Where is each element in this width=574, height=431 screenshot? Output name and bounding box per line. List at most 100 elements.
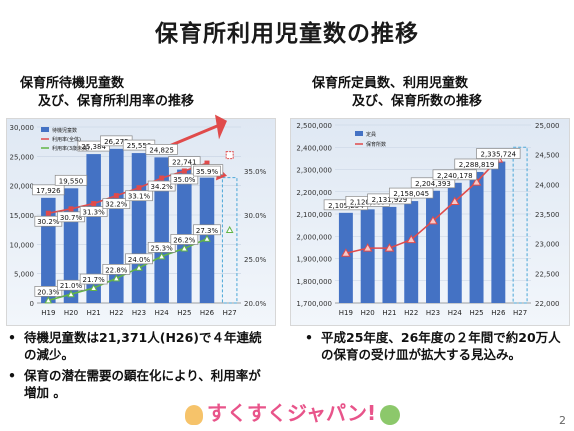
y2-tick-label: 22,500 (535, 270, 560, 278)
data-label: 2,240,178 (437, 172, 473, 180)
projected-bar (512, 146, 528, 304)
line-marker (204, 160, 210, 166)
data-label: 26,275 (104, 138, 129, 146)
data-label-box (432, 169, 477, 181)
data-label: 24,825 (149, 146, 174, 154)
data-label-box (454, 158, 499, 170)
data-label-box (32, 184, 65, 196)
line-marker (91, 201, 97, 207)
data-label-box (168, 156, 201, 167)
line-marker (203, 234, 211, 242)
data-label: 22,741 (172, 159, 197, 167)
bar (469, 171, 484, 303)
data-label: 20.3% (37, 288, 60, 296)
y-tick-label: 5,000 (14, 271, 34, 279)
line-marker (112, 274, 121, 282)
bar (491, 161, 506, 303)
page-title: 保育所利用児童数の推移 (155, 21, 419, 47)
child-mascot-icon (185, 404, 203, 425)
y2-tick-label: 23,000 (535, 241, 560, 249)
y2-tick-label: 20.0% (244, 300, 267, 308)
line-marker (428, 215, 438, 225)
line-marker (180, 244, 189, 252)
line-marker (113, 193, 119, 199)
right-bullet-1-text: 平成25年度、26年度の２年間で約20万人の保育の受け皿が拡大する見込み。 (321, 330, 561, 362)
y-tick-label: 2,100,000 (296, 211, 332, 219)
data-label: 30.2% (37, 218, 60, 226)
data-label-box (57, 279, 85, 291)
line-marker (68, 206, 74, 212)
bar (154, 157, 169, 303)
x-tick-label: H23 (426, 309, 440, 317)
legend-swatch (41, 127, 49, 132)
legend-label: 待機児童数 (52, 127, 77, 134)
y-tick-label: 2,500,000 (296, 122, 332, 130)
legend-label: 利用率(3歳未満) (52, 145, 89, 152)
data-label-box (147, 242, 176, 253)
data-label-box (125, 190, 153, 202)
left-chart-panel: 0 5,000 10,000 15,000 20,000 25,000 30,000 20.0… (6, 114, 276, 326)
sukusuku-japan-logo: すくすくジャパン! (185, 397, 405, 427)
x-tick-label: H19 (339, 309, 353, 317)
y-tick-label: 2,000,000 (296, 233, 332, 241)
data-label: 2,158,045 (393, 190, 429, 198)
y-tick-label: 0 (30, 300, 34, 308)
line-marker (67, 290, 75, 298)
projected-marker (225, 225, 234, 233)
bar (426, 190, 440, 303)
bar (86, 154, 101, 303)
y-tick-label: 15,000 (10, 212, 35, 220)
data-label: 21.0% (60, 282, 83, 290)
data-label: 2,204,393 (415, 180, 451, 188)
trend-arrowhead (215, 114, 227, 140)
data-label-box (193, 165, 221, 177)
data-label-box (170, 173, 199, 185)
legend-swatch (355, 131, 363, 136)
data-label-box (145, 144, 178, 155)
data-label-box (102, 264, 131, 275)
bar (382, 206, 397, 303)
x-tick-label: H23 (132, 309, 146, 317)
y-tick-label: 2,200,000 (296, 189, 332, 197)
line-marker (44, 296, 53, 304)
left-subtitle-line-2: 及び、保育所利用率の推移 (38, 94, 195, 109)
y2-tick-label: 25,000 (535, 122, 560, 130)
data-label-box (102, 198, 131, 209)
y-tick-label: 25,000 (10, 153, 35, 161)
y-tick-label: 1,700,000 (296, 300, 332, 308)
data-label-box (125, 253, 153, 265)
data-label-box (193, 224, 221, 236)
legend-label: 保育所数 (366, 141, 386, 148)
data-label: 25.3% (151, 244, 174, 252)
data-label: 24.0% (128, 256, 151, 264)
data-label-box (147, 180, 176, 192)
left-bullet-1: • 待機児童数は21,371人(H26)で４年連続の減少。 (8, 330, 262, 362)
data-label: 19,550 (59, 177, 84, 185)
x-tick-label: H27 (223, 309, 237, 317)
x-tick-label: H21 (87, 309, 101, 317)
bar (338, 212, 353, 303)
data-label-box (34, 286, 63, 297)
y2-tick-label: 23,500 (535, 211, 560, 219)
legend-label: 定員 (366, 131, 376, 138)
y2-tick-label: 30.0% (244, 212, 267, 220)
data-label: 34.2% (151, 183, 174, 191)
x-tick-label: H27 (513, 309, 527, 317)
line-marker (89, 283, 98, 292)
data-label-box (79, 206, 108, 217)
data-label: 27.3% (196, 227, 219, 235)
line-marker (135, 263, 143, 271)
data-label: 35.0% (173, 176, 196, 184)
right-subtitle-line-1: 保育所定員数、利用児童数 (312, 76, 469, 91)
y2-tick-label: 25.0% (244, 256, 267, 264)
x-tick-label: H26 (200, 309, 215, 317)
x-tick-label: H19 (41, 309, 55, 317)
line-marker (181, 168, 187, 174)
logo-text: すくすくジャパン! (207, 401, 377, 425)
data-label: 2,131,929 (372, 196, 408, 204)
data-label: 26.2% (173, 236, 196, 244)
x-tick-label: H24 (155, 309, 170, 317)
data-label: 32.2% (105, 201, 128, 209)
left-chart: 0 5,000 10,000 15,000 20,000 25,000 30,000 20.0… (10, 114, 267, 317)
data-label: 30.7% (60, 214, 83, 222)
